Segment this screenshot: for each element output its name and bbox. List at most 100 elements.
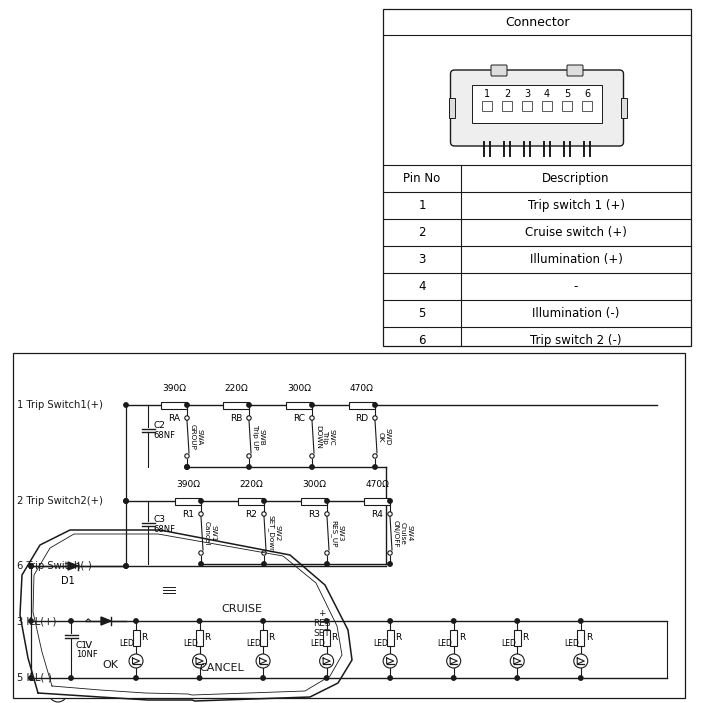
Text: R: R	[332, 633, 338, 643]
Bar	[542, 101, 552, 111]
Text: Cruise switch (+): Cruise switch (+)	[525, 226, 627, 239]
Text: SWA
GROUP: SWA GROUP	[190, 424, 203, 450]
Circle shape	[124, 499, 128, 503]
Polygon shape	[101, 617, 111, 625]
Text: 6: 6	[418, 334, 426, 347]
Bar	[196, 630, 203, 646]
Bar	[175, 498, 201, 505]
Circle shape	[388, 499, 392, 503]
Bar	[163, 585, 175, 596]
Circle shape	[451, 619, 456, 623]
Text: R: R	[268, 633, 274, 643]
Circle shape	[198, 676, 202, 681]
Text: 2: 2	[504, 89, 510, 99]
Circle shape	[199, 562, 203, 566]
Circle shape	[325, 619, 329, 623]
Text: Trip switch 2 (-): Trip switch 2 (-)	[530, 334, 622, 347]
FancyBboxPatch shape	[491, 65, 507, 76]
Circle shape	[198, 619, 202, 623]
Text: v: v	[84, 638, 92, 652]
Circle shape	[310, 403, 314, 407]
FancyBboxPatch shape	[567, 65, 583, 76]
Bar	[472, 85, 602, 123]
Text: 3: 3	[418, 253, 426, 266]
Text: R4: R4	[371, 510, 383, 519]
Bar	[582, 101, 592, 111]
Text: 3 ILL(+): 3 ILL(+)	[17, 616, 56, 626]
Text: Illumination (+): Illumination (+)	[529, 253, 622, 266]
Bar	[502, 101, 512, 111]
Bar	[522, 101, 532, 111]
Text: 2 Trip Switch2(+): 2 Trip Switch2(+)	[17, 496, 103, 506]
Circle shape	[373, 403, 377, 407]
Circle shape	[29, 619, 33, 623]
Text: +: +	[318, 609, 326, 618]
Bar	[577, 630, 584, 646]
Text: SW3
RES_UP: SW3 RES_UP	[330, 520, 343, 547]
Bar	[323, 630, 330, 646]
Text: R3: R3	[308, 510, 320, 519]
Circle shape	[29, 564, 33, 568]
Text: CRUISE: CRUISE	[222, 604, 262, 614]
Text: CANCEL: CANCEL	[200, 663, 245, 673]
Circle shape	[124, 499, 128, 503]
Text: C3: C3	[153, 515, 165, 524]
Text: Connector: Connector	[505, 15, 569, 29]
Bar	[562, 101, 572, 111]
Text: 300Ω: 300Ω	[302, 480, 326, 489]
Text: 1: 1	[484, 89, 490, 99]
Text: Trip switch 1 (+): Trip switch 1 (+)	[527, 199, 625, 212]
Text: R: R	[395, 633, 402, 643]
Bar	[449, 98, 454, 118]
Text: SW4
Cruise
ON/OFF: SW4 Cruise ON/OFF	[393, 520, 413, 547]
Bar	[383, 9, 691, 346]
Text: 5: 5	[564, 89, 570, 99]
Bar	[450, 630, 457, 646]
Bar	[132, 630, 139, 646]
Circle shape	[373, 465, 377, 469]
Circle shape	[124, 403, 128, 407]
Circle shape	[134, 619, 138, 623]
Text: SWD
OK: SWD OK	[378, 428, 391, 446]
Text: 300Ω: 300Ω	[287, 384, 311, 393]
Circle shape	[261, 619, 265, 623]
Bar	[223, 401, 249, 408]
Bar	[13, 353, 685, 698]
Bar	[161, 401, 187, 408]
Circle shape	[185, 403, 189, 407]
Text: R: R	[205, 633, 211, 643]
Text: R: R	[586, 633, 592, 643]
Text: SW1
Cancel: SW1 Cancel	[204, 522, 217, 546]
Text: 2: 2	[418, 226, 426, 239]
Circle shape	[29, 676, 33, 681]
Text: RC: RC	[293, 414, 305, 423]
Circle shape	[247, 403, 251, 407]
Circle shape	[69, 619, 73, 623]
Text: 220Ω: 220Ω	[224, 384, 248, 393]
Text: R1: R1	[182, 510, 194, 519]
Text: 4: 4	[418, 280, 426, 293]
Text: SW2
SET_Down: SW2 SET_Down	[267, 515, 280, 553]
Text: 10NF: 10NF	[76, 650, 97, 659]
Text: 390Ω: 390Ω	[162, 384, 186, 393]
Text: C1: C1	[76, 641, 88, 650]
Text: 220Ω: 220Ω	[239, 480, 263, 489]
Text: LED: LED	[120, 639, 135, 648]
FancyBboxPatch shape	[451, 70, 623, 146]
Circle shape	[29, 564, 33, 568]
Text: 6 Trip Switch(-): 6 Trip Switch(-)	[17, 561, 92, 571]
Bar	[259, 630, 266, 646]
Circle shape	[325, 499, 329, 503]
Text: 470Ω: 470Ω	[350, 384, 374, 393]
Text: LED: LED	[437, 639, 452, 648]
Circle shape	[578, 619, 583, 623]
Polygon shape	[68, 562, 78, 570]
Bar	[140, 642, 167, 657]
Text: Description: Description	[543, 172, 610, 185]
Text: LED: LED	[310, 639, 325, 648]
Circle shape	[199, 499, 203, 503]
Bar	[620, 98, 627, 118]
Text: 68NF: 68NF	[153, 432, 175, 441]
Circle shape	[261, 499, 266, 503]
Text: R: R	[522, 633, 529, 643]
